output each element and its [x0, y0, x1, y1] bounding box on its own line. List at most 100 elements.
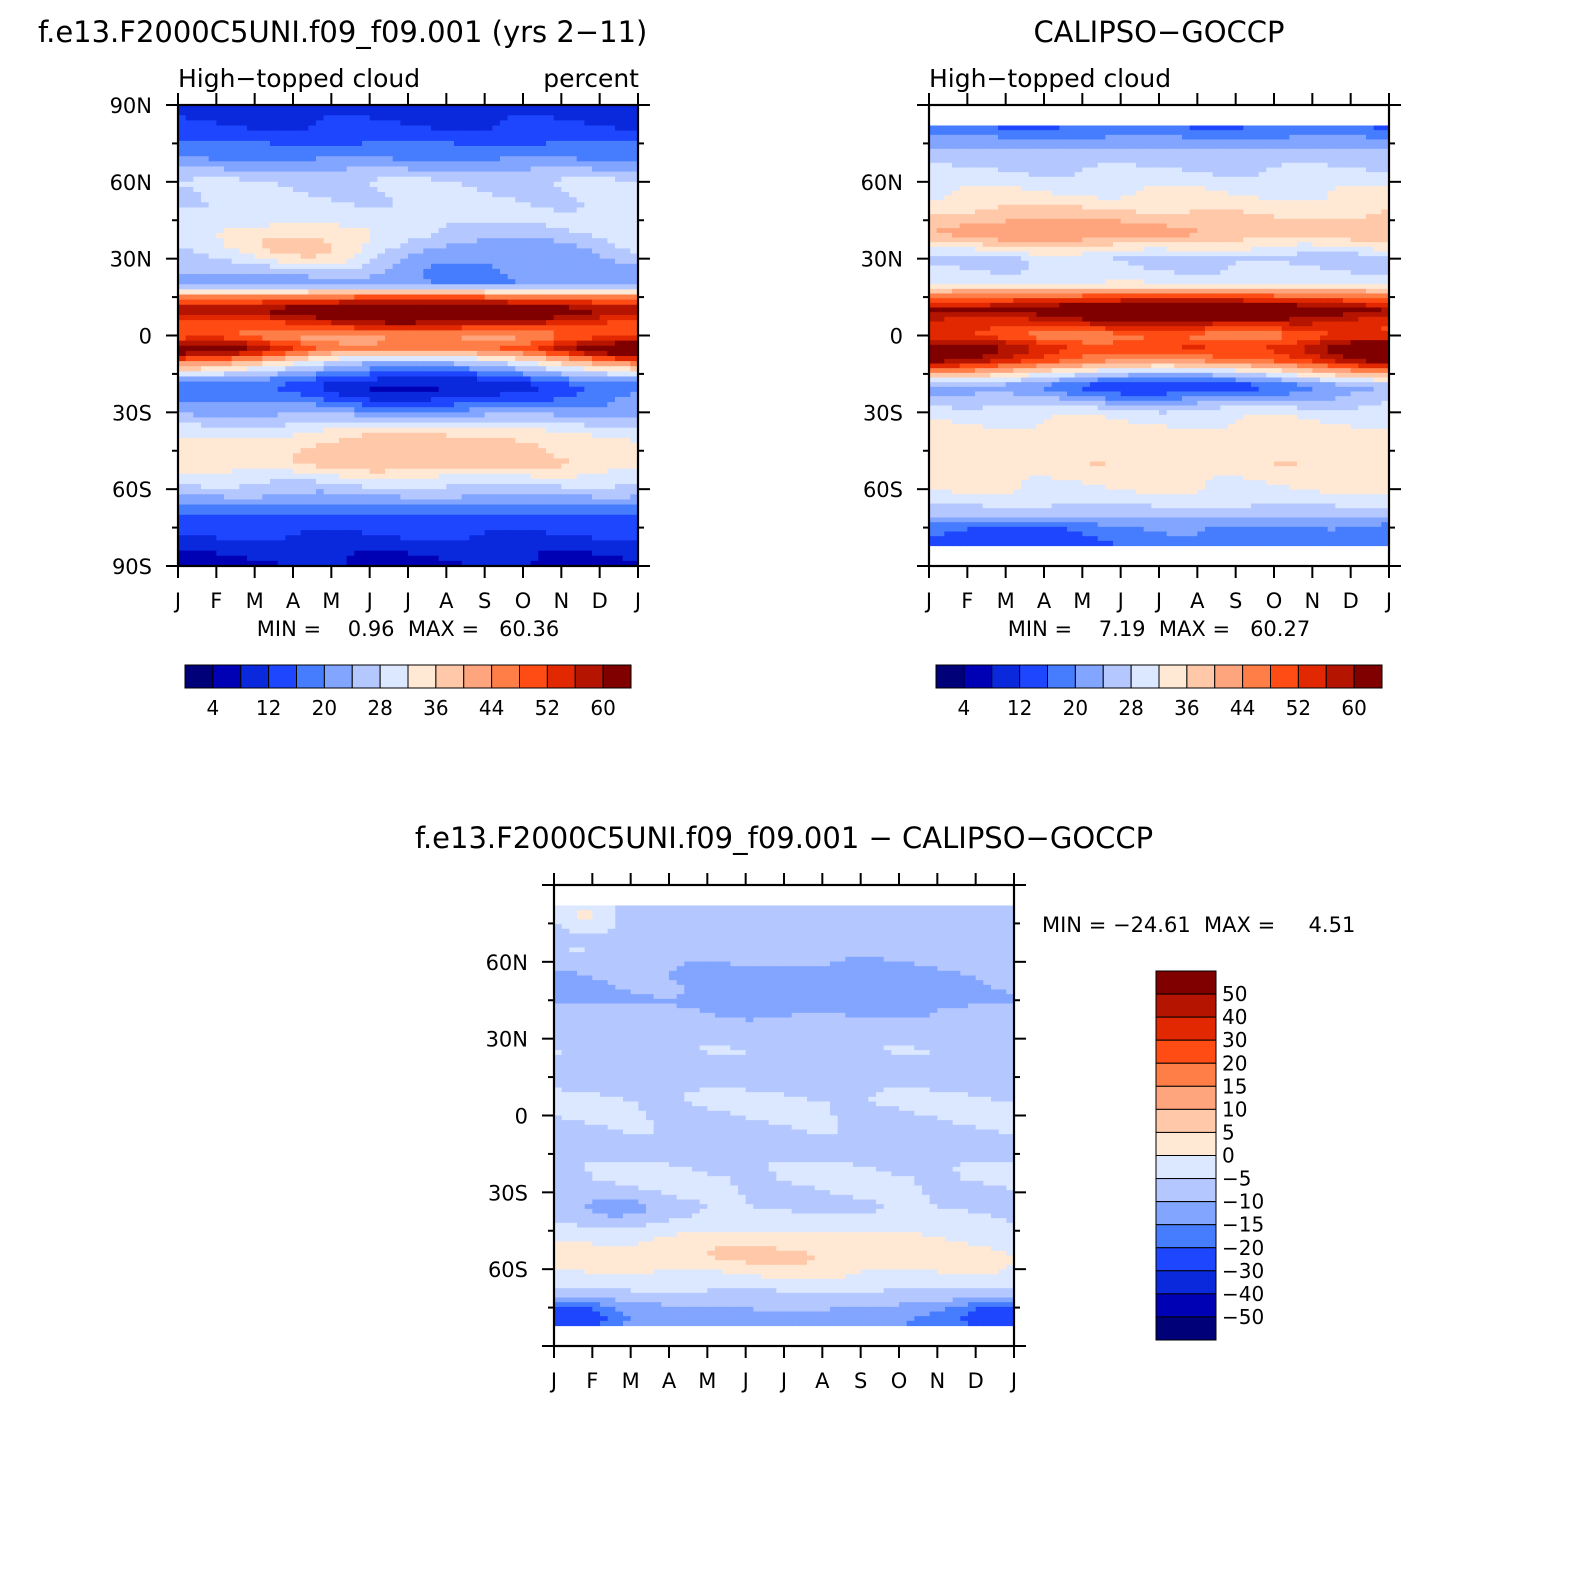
contour-cell	[354, 473, 363, 480]
contour-cell	[316, 258, 325, 265]
contour-cell	[438, 222, 447, 229]
contour-cell	[615, 468, 624, 475]
contour-cell	[431, 453, 440, 460]
contour-cell	[515, 381, 524, 388]
contour-cell	[362, 176, 371, 183]
contour-cell	[323, 309, 332, 316]
contour-cell	[507, 105, 516, 111]
contour-cell	[446, 233, 455, 239]
contour-cell	[239, 396, 248, 403]
contour-cell	[201, 268, 210, 275]
contour-cell	[231, 202, 240, 209]
contour-cell	[461, 258, 470, 265]
contour-cell	[354, 422, 363, 429]
contour-cell	[185, 412, 194, 419]
contour-cell	[622, 386, 631, 393]
contour-cell	[546, 443, 555, 449]
contour-cell	[461, 110, 470, 116]
contour-cell	[461, 197, 470, 203]
contour-cell	[461, 437, 470, 444]
contour-cell	[584, 156, 593, 162]
contour-cell	[538, 494, 547, 501]
contour-cell	[599, 253, 608, 260]
contour-cell	[546, 473, 555, 480]
contour-cell	[262, 345, 271, 352]
contour-cell	[461, 202, 470, 209]
contour-cell	[484, 304, 493, 311]
contour-cell	[477, 361, 486, 367]
contour-cell	[277, 284, 286, 290]
contour-cell	[584, 197, 593, 203]
contour-cell	[569, 525, 578, 531]
contour-cell	[178, 197, 187, 203]
contour-cell	[323, 253, 332, 260]
contour-cell	[285, 233, 294, 239]
contour-cell	[446, 171, 455, 178]
contour-cell	[362, 463, 371, 470]
contour-cell	[492, 325, 501, 331]
contour-cell	[277, 350, 286, 357]
contour-cell	[523, 407, 532, 413]
contour-cell	[454, 135, 463, 142]
contour-cell	[377, 396, 386, 403]
contour-cell	[461, 448, 470, 454]
contour-cell	[500, 335, 509, 342]
contour-cell	[538, 268, 547, 275]
contour-cell	[400, 309, 409, 316]
contour-cell	[599, 258, 608, 265]
contour-cell	[178, 145, 187, 152]
contour-cell	[201, 207, 210, 214]
contour-cell	[500, 115, 509, 121]
contour-cell	[270, 530, 279, 536]
contour-cell	[423, 120, 432, 127]
contour-cell	[530, 345, 539, 352]
contour-cell	[254, 140, 263, 147]
contour-cell	[362, 412, 371, 419]
contour-cell	[454, 145, 463, 152]
contour-cell	[331, 432, 340, 439]
contour-cell	[201, 217, 210, 224]
contour-cell	[285, 407, 294, 413]
contour-cell	[208, 412, 217, 419]
contour-cell	[377, 320, 386, 326]
contour-cell	[247, 448, 256, 454]
contour-cell	[254, 315, 263, 321]
contour-cell	[507, 330, 516, 337]
contour-cell	[323, 299, 332, 306]
contour-cell	[507, 227, 516, 234]
contour-cell	[392, 396, 401, 403]
contour-cell	[216, 350, 225, 357]
contour-cell	[484, 156, 493, 162]
contour-cell	[461, 309, 470, 316]
contour-cell	[515, 268, 524, 275]
contour-cell	[247, 335, 256, 342]
contour-cell	[308, 514, 317, 521]
contour-cell	[615, 473, 624, 480]
contour-cell	[346, 458, 355, 465]
contour-cell	[239, 325, 248, 331]
contour-cell	[622, 330, 631, 337]
contour-cell	[492, 427, 501, 434]
contour-cell	[254, 115, 263, 121]
contour-cell	[446, 325, 455, 331]
contour-cell	[377, 407, 386, 413]
contour-cell	[523, 340, 532, 347]
contour-cell	[523, 463, 532, 470]
contour-cell	[362, 453, 371, 460]
contour-cell	[584, 202, 593, 209]
contour-cell	[576, 504, 585, 511]
contour-cell	[208, 181, 217, 188]
contour-cell	[507, 145, 516, 152]
contour-cell	[254, 304, 263, 311]
contour-cell	[500, 140, 509, 147]
contour-cell	[607, 304, 616, 311]
contour-cell	[553, 335, 562, 342]
contour-cell	[431, 473, 440, 480]
contour-cell	[247, 381, 256, 388]
contour-cell	[561, 145, 570, 152]
contour-cell	[300, 509, 309, 516]
contour-cell	[239, 453, 248, 460]
contour-cell	[500, 279, 509, 285]
contour-cell	[377, 212, 386, 219]
contour-cell	[415, 325, 424, 331]
